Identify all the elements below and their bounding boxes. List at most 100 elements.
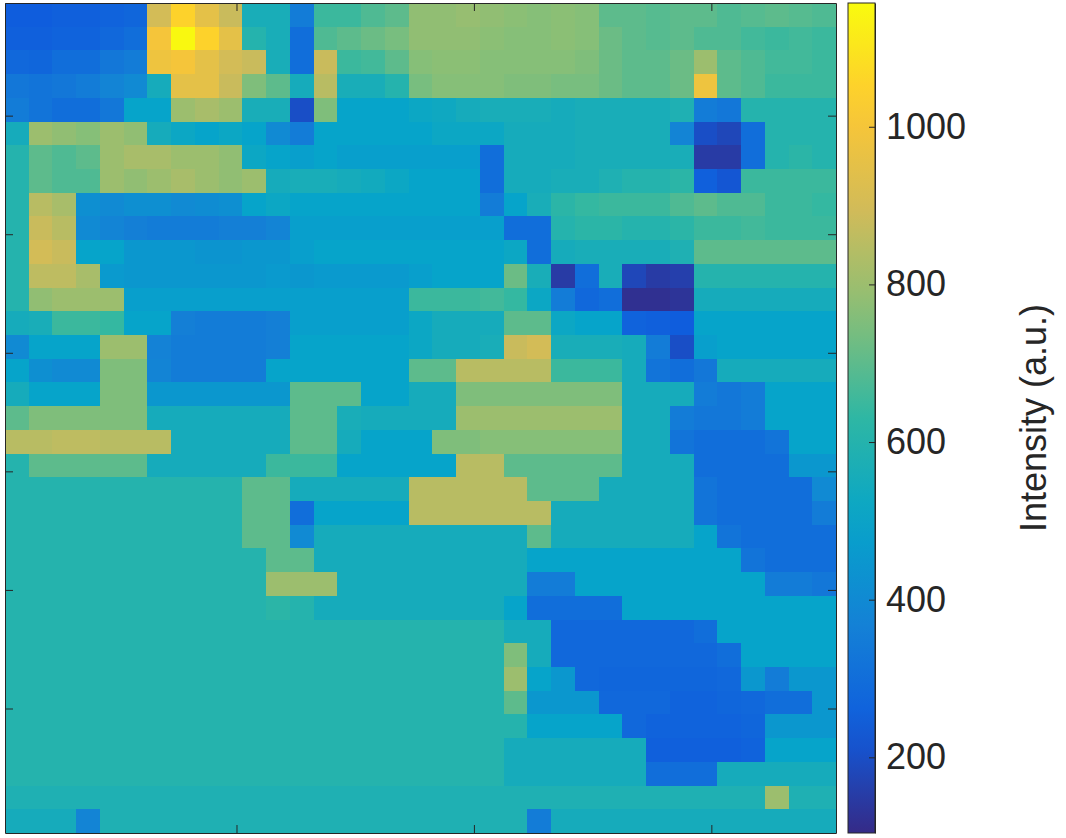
heatmap-cell (504, 193, 528, 217)
heatmap-cell (76, 74, 100, 98)
heatmap-cell (480, 786, 504, 810)
heatmap-cell (171, 216, 195, 240)
heatmap-cell (432, 264, 456, 288)
heatmap-cell (456, 264, 480, 288)
heatmap-cell (812, 620, 836, 644)
heatmap-cell (551, 714, 575, 738)
heatmap-cell (599, 786, 623, 810)
heatmap-cell (622, 809, 646, 833)
heatmap-cell (29, 762, 53, 786)
heatmap-cell (124, 454, 148, 478)
heatmap-cell (504, 169, 528, 193)
heatmap-cell (409, 288, 433, 312)
heatmap-cell (765, 240, 789, 264)
heatmap-cell (195, 359, 219, 383)
heatmap-cell (385, 454, 409, 478)
heatmap-cell (646, 27, 670, 51)
heatmap-cell (124, 264, 148, 288)
heatmap-cell (195, 430, 219, 454)
heatmap-cell (124, 74, 148, 98)
heatmap-cell (694, 27, 718, 51)
heatmap-cell (765, 643, 789, 667)
heatmap-cell (361, 809, 385, 833)
heatmap-cell (480, 477, 504, 501)
heatmap-cell (314, 762, 338, 786)
heatmap-cell (741, 548, 765, 572)
heatmap-cell (290, 596, 314, 620)
heatmap-cell (717, 525, 741, 549)
heatmap-cell (456, 335, 480, 359)
heatmap-cell (385, 691, 409, 715)
tick (828, 709, 836, 710)
heatmap-cell (575, 643, 599, 667)
heatmap-cell (219, 762, 243, 786)
heatmap-cell (242, 406, 266, 430)
heatmap-cell (337, 809, 361, 833)
heatmap-cell (622, 548, 646, 572)
heatmap-cell (789, 430, 813, 454)
tick-mark (711, 825, 712, 833)
heatmap-cell (432, 145, 456, 169)
heatmap-cell (76, 643, 100, 667)
heatmap-cell (622, 98, 646, 122)
heatmap-cell (147, 548, 171, 572)
heatmap-cell (741, 501, 765, 525)
heatmap-cell (385, 714, 409, 738)
tick (711, 3, 712, 11)
heatmap-cell (694, 74, 718, 98)
heatmap-cell (670, 145, 694, 169)
heatmap-cell (646, 74, 670, 98)
heatmap-cell (242, 50, 266, 74)
heatmap-cell (456, 643, 480, 667)
heatmap-cell (599, 382, 623, 406)
heatmap-cell (504, 786, 528, 810)
heatmap-cell (219, 620, 243, 644)
heatmap-cell (456, 738, 480, 762)
heatmap-cell (337, 50, 361, 74)
heatmap-cell (527, 27, 551, 51)
heatmap-cell (694, 691, 718, 715)
heatmap-cell (789, 216, 813, 240)
heatmap-cell (124, 596, 148, 620)
heatmap-cell (52, 240, 76, 264)
heatmap-cell (124, 786, 148, 810)
heatmap-cell (694, 382, 718, 406)
heatmap-cell (385, 240, 409, 264)
heatmap-cell (147, 714, 171, 738)
heatmap-cell (314, 525, 338, 549)
tick-mark (828, 709, 836, 710)
heatmap-cell (551, 525, 575, 549)
heatmap-cell (599, 288, 623, 312)
heatmap-cell (741, 714, 765, 738)
heatmap-cell (5, 288, 29, 312)
heatmap-cell (100, 738, 124, 762)
heatmap-cell (527, 169, 551, 193)
heatmap-cell (765, 477, 789, 501)
heatmap-cell (409, 3, 433, 27)
heatmap-cell (290, 430, 314, 454)
heatmap-cell (409, 264, 433, 288)
heatmap-cell (717, 762, 741, 786)
heatmap-cell (789, 762, 813, 786)
heatmap-cell (432, 382, 456, 406)
heatmap-cell (76, 572, 100, 596)
heatmap-cell (504, 50, 528, 74)
heatmap-cell (29, 691, 53, 715)
heatmap-cell (432, 572, 456, 596)
heatmap-cell (385, 145, 409, 169)
heatmap-cell (29, 572, 53, 596)
heatmap-cell (195, 382, 219, 406)
heatmap-cell (124, 501, 148, 525)
heatmap-cell (100, 145, 124, 169)
heatmap-cell (147, 786, 171, 810)
heatmap-cell (599, 3, 623, 27)
heatmap-cell (76, 122, 100, 146)
heatmap-cell (5, 27, 29, 51)
heatmap-cell (337, 430, 361, 454)
heatmap-cell (599, 548, 623, 572)
heatmap-cell (575, 786, 599, 810)
heatmap-cell (812, 169, 836, 193)
heatmap-cell (670, 525, 694, 549)
heatmap-cell (124, 809, 148, 833)
heatmap-cell (694, 169, 718, 193)
